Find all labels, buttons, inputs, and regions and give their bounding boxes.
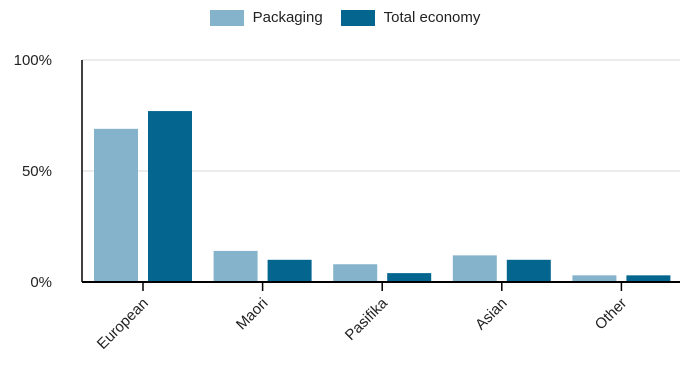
legend-swatch-total-economy bbox=[340, 9, 375, 26]
y-tick-label-100: 100% bbox=[14, 52, 52, 69]
bar-packaging-asian bbox=[452, 255, 497, 282]
legend-label-total-economy: Total economy bbox=[383, 9, 481, 26]
x-tick-label-pasifika: Pasifika bbox=[342, 294, 392, 344]
y-tick-label-0: 0% bbox=[30, 274, 52, 291]
x-tick-label-maori: Maori bbox=[233, 295, 272, 334]
chart-legend: Packaging Total economy bbox=[0, 9, 690, 26]
x-tick-label-other: Other bbox=[592, 295, 631, 334]
x-tick-label-european: European bbox=[94, 295, 152, 353]
legend-item-packaging: Packaging bbox=[209, 9, 323, 26]
bar-packaging-european bbox=[94, 128, 138, 282]
legend-label-packaging: Packaging bbox=[252, 9, 323, 26]
bar-packaging-maori bbox=[213, 250, 258, 282]
bar-packaging-pasifika bbox=[333, 264, 378, 282]
bar-total-economy-maori bbox=[267, 259, 312, 282]
legend-item-total-economy: Total economy bbox=[340, 9, 481, 26]
bar-total-economy-asian bbox=[506, 259, 551, 282]
bar-total-economy-european bbox=[148, 111, 192, 282]
bar-total-economy-other bbox=[626, 275, 671, 282]
legend-swatch-packaging bbox=[209, 9, 244, 26]
x-tick-label-asian: Asian bbox=[472, 295, 511, 334]
y-tick-label-50: 50% bbox=[22, 163, 52, 180]
bar-packaging-other bbox=[572, 275, 617, 282]
bar-total-economy-pasifika bbox=[387, 273, 432, 282]
